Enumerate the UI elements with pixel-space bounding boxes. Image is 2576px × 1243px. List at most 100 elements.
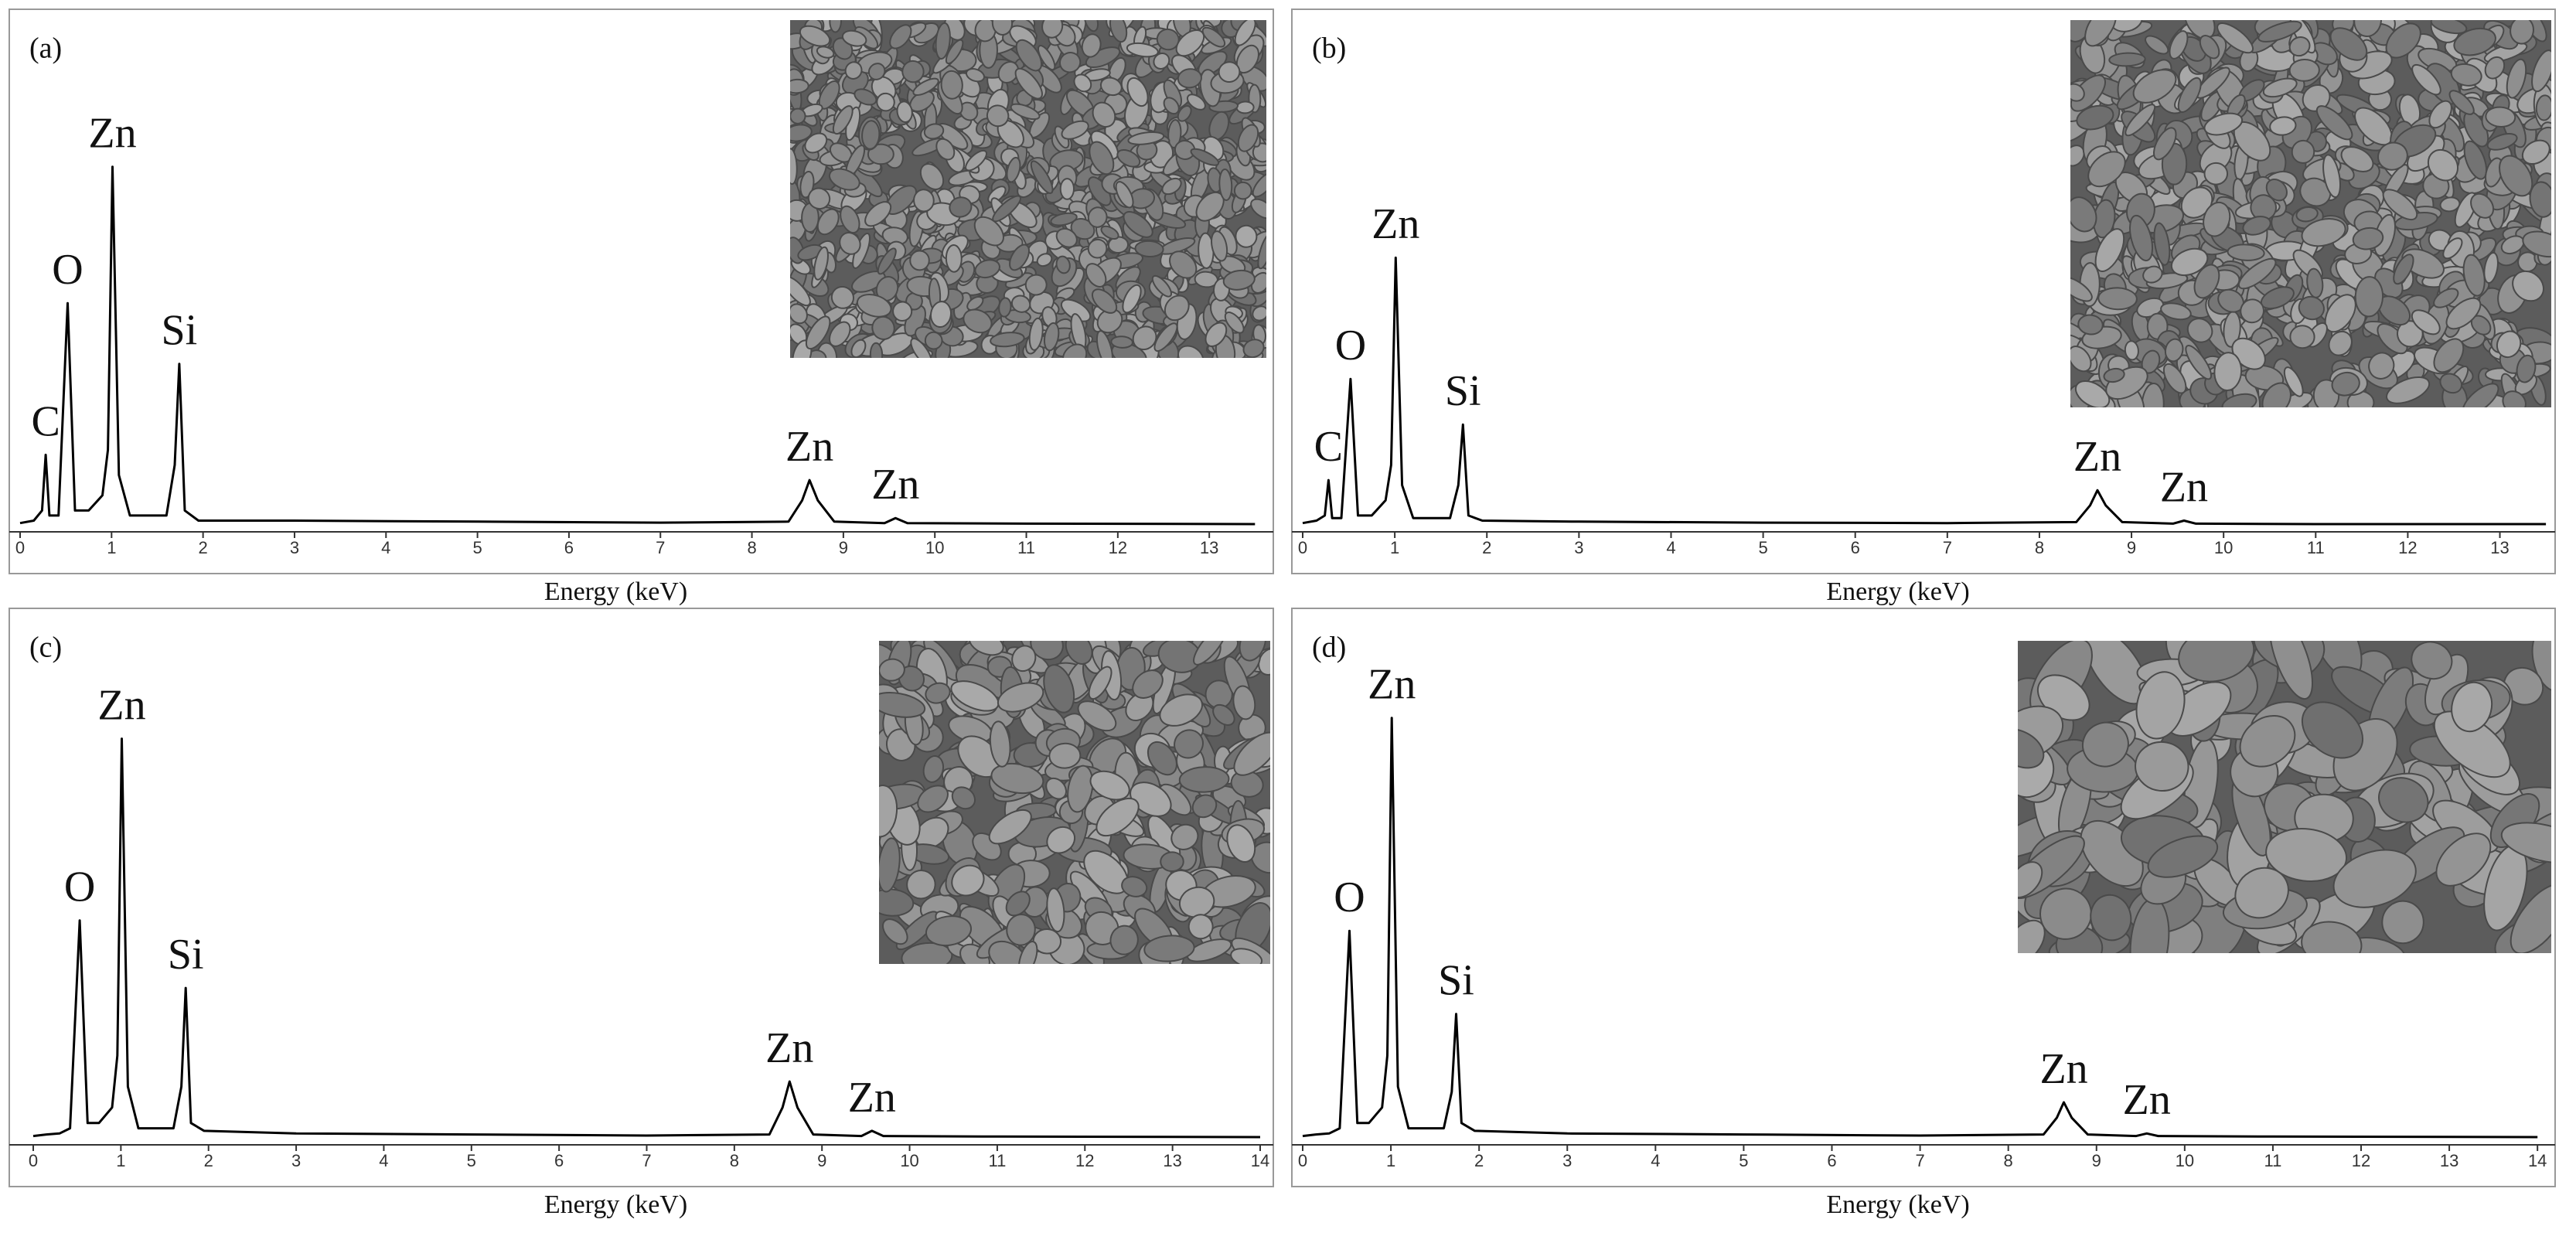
sem-grain bbox=[804, 132, 828, 154]
sem-grain bbox=[1186, 938, 1232, 962]
sem-grain bbox=[2486, 133, 2518, 151]
spectrum-line bbox=[32, 737, 1261, 1139]
x-axis-label: Energy (keV) bbox=[544, 577, 687, 606]
sem-grain bbox=[951, 786, 976, 810]
sem-grain bbox=[2381, 900, 2424, 945]
sem-grain bbox=[1126, 77, 1149, 107]
x-tick-label: 4 bbox=[1666, 538, 1675, 557]
sem-grain bbox=[1091, 288, 1118, 314]
sem-grain bbox=[989, 720, 1011, 768]
sem-grain bbox=[906, 870, 936, 900]
sem-grain bbox=[1177, 345, 1205, 358]
sem-grain bbox=[2506, 58, 2527, 99]
sem-grain bbox=[1151, 274, 1172, 298]
sem-grain bbox=[882, 918, 908, 945]
sem-grain bbox=[1011, 645, 1037, 673]
sem-grain bbox=[2074, 380, 2111, 407]
sem-grain bbox=[2244, 364, 2285, 391]
sem-grain bbox=[1061, 120, 1089, 140]
sem-grain bbox=[2382, 189, 2418, 221]
sem-grain bbox=[1230, 948, 1263, 964]
sem-grain bbox=[901, 60, 925, 83]
sem-grain bbox=[861, 120, 881, 150]
sem-grain bbox=[2135, 671, 2186, 740]
sem-grain bbox=[2108, 52, 2146, 67]
x-tick-label: 1 bbox=[107, 538, 116, 557]
sem-grain bbox=[1089, 141, 1115, 175]
sem-grain bbox=[1055, 227, 1078, 248]
sem-grain bbox=[2484, 56, 2506, 80]
sem-grain bbox=[1058, 52, 1082, 73]
sem-grain bbox=[1226, 824, 1256, 863]
sem-grain bbox=[986, 104, 1010, 128]
x-tick-label: 7 bbox=[1943, 538, 1952, 557]
sem-grain bbox=[2129, 214, 2154, 262]
sem-grain bbox=[2170, 247, 2209, 277]
sem-grain bbox=[1009, 243, 1031, 271]
sem-grain bbox=[829, 20, 842, 33]
sem-grain bbox=[2433, 710, 2511, 778]
sem-grain bbox=[877, 247, 897, 275]
sem-grain bbox=[2090, 894, 2132, 942]
sem-grain bbox=[2377, 141, 2408, 171]
sem-grain bbox=[2125, 104, 2156, 137]
sem-grain bbox=[917, 785, 949, 813]
sem-grain bbox=[1177, 68, 1202, 89]
sem-grain bbox=[2301, 701, 2364, 759]
sem-grain bbox=[1043, 322, 1060, 352]
sem-grain bbox=[2306, 267, 2324, 298]
sem-grain bbox=[2439, 373, 2463, 394]
peak-label: C bbox=[31, 397, 60, 445]
sem-grain bbox=[923, 123, 945, 140]
sem-grain bbox=[2453, 27, 2496, 56]
sem-grain bbox=[1018, 941, 1038, 964]
sem-grain bbox=[988, 940, 1027, 964]
sem-grain bbox=[1087, 206, 1108, 228]
sem-grain bbox=[2240, 298, 2264, 324]
sem-grain bbox=[1050, 212, 1078, 226]
sem-grain bbox=[1126, 42, 1159, 58]
sem-grain bbox=[790, 148, 798, 186]
sem-grain bbox=[1132, 669, 1164, 699]
peak-label: Zn bbox=[871, 461, 919, 509]
sem-grain bbox=[854, 88, 877, 106]
sem-grain bbox=[1232, 685, 1256, 720]
peak-label: Zn bbox=[2123, 1076, 2171, 1124]
sem-grain bbox=[991, 20, 1014, 36]
sem-grain bbox=[856, 293, 892, 318]
x-tick-label: 0 bbox=[15, 538, 25, 557]
sem-grain bbox=[2510, 883, 2551, 953]
peak-label: Zn bbox=[765, 1024, 813, 1072]
sem-grain bbox=[1132, 325, 1157, 351]
sem-grain bbox=[2147, 835, 2219, 878]
sem-grain bbox=[2451, 681, 2493, 733]
sem-grain bbox=[2288, 59, 2320, 82]
sem-grain bbox=[1234, 20, 1256, 46]
sem-grain bbox=[2353, 20, 2383, 38]
sem-grain bbox=[2077, 314, 2104, 335]
sem-grain bbox=[901, 942, 953, 964]
sem-grain bbox=[925, 915, 973, 947]
sem-grain bbox=[2531, 49, 2551, 93]
sem-grain bbox=[1095, 797, 1140, 837]
sem-grain bbox=[2124, 340, 2139, 361]
sem-grain bbox=[869, 342, 884, 358]
sem-grain bbox=[951, 864, 985, 897]
x-tick-label: 10 bbox=[2176, 1151, 2194, 1170]
sem-grain bbox=[2076, 104, 2114, 131]
sem-grain bbox=[2070, 276, 2093, 302]
sem-grain bbox=[1010, 103, 1041, 121]
sem-grain bbox=[892, 301, 913, 322]
sem-grain bbox=[2512, 270, 2544, 302]
sem-grain bbox=[816, 208, 840, 236]
sem-grain bbox=[2442, 237, 2463, 260]
sem-grain bbox=[1164, 295, 1190, 322]
sem-grain bbox=[2450, 63, 2482, 87]
sem-grain bbox=[1005, 891, 1031, 917]
sem-grain bbox=[1218, 61, 1241, 83]
sem-grain bbox=[1239, 641, 1266, 662]
sem-grain bbox=[2288, 36, 2311, 57]
x-tick-label: 14 bbox=[2528, 1151, 2547, 1170]
